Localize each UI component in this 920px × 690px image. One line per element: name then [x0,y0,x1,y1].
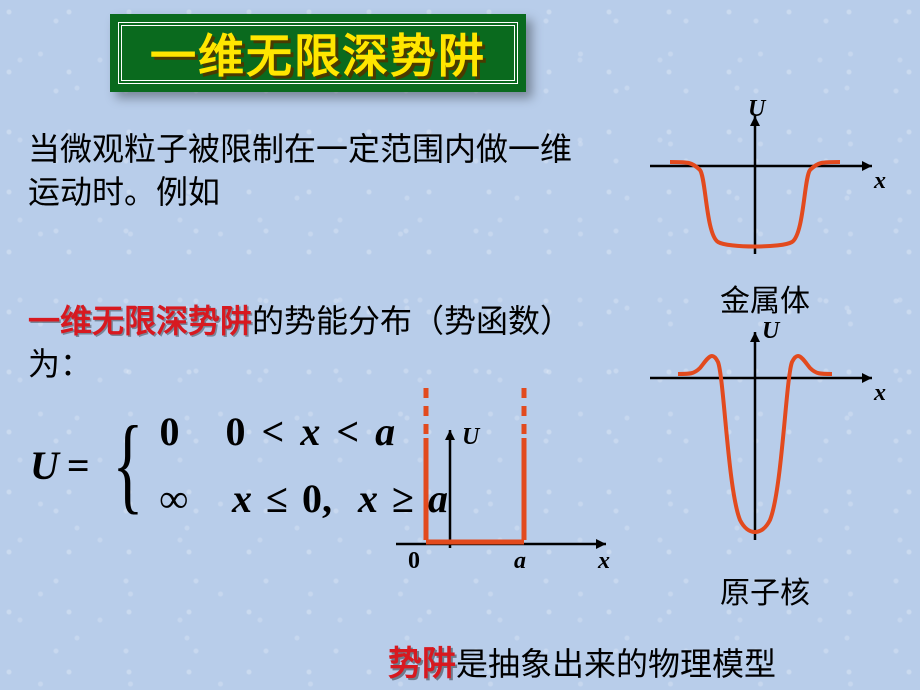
nucleus-label-x: x [874,380,886,407]
case1-lt1: < [262,409,285,454]
well-svg [392,376,622,576]
footer-rest: 是抽象出来的物理模型 [456,646,776,682]
slide-title: 一维无限深势阱 [150,20,486,86]
eq-lhs: U [30,442,59,489]
nucleus-svg [640,320,890,550]
well-label-zero: 0 [408,548,420,575]
case2-x2: x [358,476,378,521]
well-label-a: a [514,548,526,575]
footer-highlight: 势阱 [388,646,456,683]
case2-le: ≤ [266,476,288,521]
well-label-x: x [598,548,610,575]
case2-x1: x [232,476,252,521]
case1-zero: 0 [226,409,246,454]
well-label-U: U [462,424,479,451]
metal-label-U: U [748,96,765,123]
case1-x: x [300,409,320,454]
metal-svg [640,104,890,274]
footer-text: 势阱是抽象出来的物理模型 [388,636,776,685]
nucleus-caption: 原子核 [720,568,810,612]
intro-text: 当微观粒子被限制在一定范围内做一维运动时。例如 [28,128,588,214]
case2-zero: 0, [302,476,332,521]
metal-potential-diagram: U x [640,104,890,274]
slide-title-banner: 一维无限深势阱 [110,14,526,92]
nucleus-potential-diagram: U x [640,320,890,550]
case1-value: 0 [160,409,180,454]
left-brace: { [112,416,143,513]
square-well-diagram: U x 0 a [392,376,622,576]
highlight-term: 一维无限深势阱 [28,303,252,339]
metal-caption: 金属体 [720,276,810,320]
potential-equation: U = { 0 0 < x < a ∞ x ≤ 0, x ≥ a [30,408,448,522]
nucleus-label-U: U [762,318,779,345]
metal-label-x: x [874,168,886,195]
definition-text: 一维无限深势阱的势能分布（势函数）为： [28,300,588,386]
eq-equals: = [67,442,90,489]
case1-lt2: < [336,409,359,454]
case2-value: ∞ [160,476,189,521]
